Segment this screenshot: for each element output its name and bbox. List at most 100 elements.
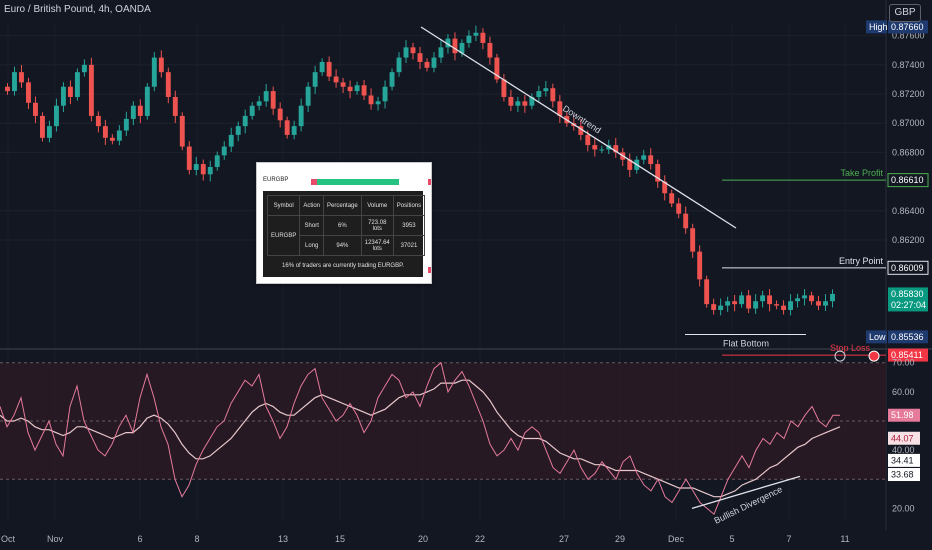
column-header: Symbol — [266, 195, 301, 216]
candle-body — [375, 101, 381, 105]
candle-body — [33, 102, 38, 116]
rsi-ma-line — [0, 379, 841, 498]
candle-body — [662, 181, 668, 194]
price-tag-caption: Low — [869, 332, 886, 342]
currency-button[interactable]: GBP — [889, 4, 921, 22]
price-tag-value: 0.86610 — [891, 175, 924, 185]
x-tick-label: 5 — [729, 534, 734, 544]
entry-point-label: Entry Point — [839, 256, 884, 266]
candle-body — [40, 115, 45, 138]
candle-body — [81, 64, 87, 73]
candle-body — [767, 295, 773, 305]
price-tag-box — [887, 173, 929, 188]
candle-body — [669, 193, 675, 204]
candle-body — [256, 101, 262, 106]
candle-body — [417, 53, 423, 62]
y-tick-label: 0.87400 — [892, 60, 925, 70]
candle-body — [795, 298, 800, 302]
y-tick-label: 0.86400 — [892, 206, 925, 216]
candle-body — [396, 57, 402, 73]
column-header: Action — [299, 195, 325, 216]
x-tick-label: 11 — [840, 534, 849, 544]
sentiment-table: Symbol Action Percentage Volume Position… — [266, 195, 426, 256]
rsi-tag-value: 51.98 — [891, 410, 914, 420]
column-header: Percentage — [323, 195, 362, 216]
candle-body — [739, 295, 745, 305]
candle-body — [494, 57, 500, 80]
short-share-bar — [311, 179, 317, 185]
candle-body — [361, 85, 367, 96]
candle-body — [718, 305, 724, 310]
table-cell: 723.08 lots — [360, 215, 394, 236]
table-header-row: Symbol Action Percentage Volume Position… — [266, 195, 426, 216]
rsi-y-tick-label: 20.00 — [892, 503, 915, 513]
take-profit-label: Take Profit — [840, 168, 883, 178]
x-tick-label: Oct — [1, 534, 16, 544]
candle-body — [326, 61, 332, 77]
candle-body — [823, 301, 828, 306]
candle-body — [473, 32, 479, 36]
candle-body — [529, 96, 535, 106]
x-tick-label: 20 — [418, 534, 428, 544]
price-tag-value: 0.86009 — [891, 263, 924, 273]
candle-body — [627, 159, 633, 170]
candle-body — [53, 105, 59, 127]
candle-body — [410, 47, 416, 54]
x-tick-label: 29 — [615, 534, 625, 544]
candle-body — [158, 57, 164, 73]
candle-body — [354, 85, 360, 92]
price-tag-value: 0.85411 — [891, 350, 923, 360]
candle-body — [585, 134, 591, 146]
price-tag-box — [888, 20, 928, 34]
table-row: EURGBP Short 6% 723.08 lots 3953 — [266, 215, 426, 256]
candle-body — [19, 72, 24, 83]
candle-body — [368, 95, 374, 105]
rsi-tag-box — [888, 431, 920, 445]
candle-body — [466, 35, 472, 43]
candle-body — [291, 126, 297, 135]
candle-body — [88, 64, 94, 116]
rsi-tag-value: 34.41 — [891, 455, 914, 465]
x-tick-label: 27 — [559, 534, 569, 544]
candle-body — [746, 295, 752, 309]
candle-body — [74, 72, 80, 97]
popup-symbol: EURGBP — [263, 177, 289, 183]
y-tick-label: 0.87600 — [892, 31, 925, 41]
candle-body — [613, 145, 619, 153]
candle-body — [186, 146, 192, 170]
table-cell: 94% — [323, 235, 362, 256]
candle-body — [284, 120, 290, 135]
candle-body — [200, 164, 206, 175]
x-tick-label: Dec — [668, 534, 685, 544]
candle-body — [382, 86, 388, 102]
candle-body — [130, 105, 136, 119]
table-cell: 6% — [323, 215, 362, 236]
rsi-y-tick-label: 40.00 — [892, 445, 915, 455]
stop-loss-marker-icon — [868, 350, 880, 362]
rsi-tag-box — [888, 408, 920, 422]
candle-body — [305, 86, 311, 106]
x-tick-label: Nov — [47, 534, 64, 544]
candle-body — [102, 126, 108, 138]
popup-edge-marker — [428, 179, 431, 185]
alert-icon[interactable] — [834, 350, 846, 362]
candle-body — [340, 82, 346, 87]
rsi-y-tick-label: 70.00 — [892, 358, 915, 368]
sentiment-popup: EURGBP Symbol Action Percentage Volume P… — [256, 162, 432, 284]
rsi-tag-value: 44.07 — [891, 433, 914, 443]
candle-body — [298, 105, 304, 127]
price-tag-box — [888, 287, 928, 312]
candle-body — [270, 91, 276, 109]
table-cell: 3953 — [392, 215, 426, 236]
candle-body — [816, 301, 821, 306]
candle-body — [403, 47, 409, 58]
candle-body — [480, 32, 486, 43]
table-cell-symbol: EURGBP — [266, 215, 301, 256]
candle-body — [809, 295, 814, 302]
candle-body — [424, 61, 430, 68]
candle-body — [830, 293, 835, 302]
price-tag-box — [887, 260, 929, 275]
flat-bottom-label: Flat Bottom — [723, 338, 769, 348]
price-tag-value: 0.85536 — [891, 332, 924, 342]
